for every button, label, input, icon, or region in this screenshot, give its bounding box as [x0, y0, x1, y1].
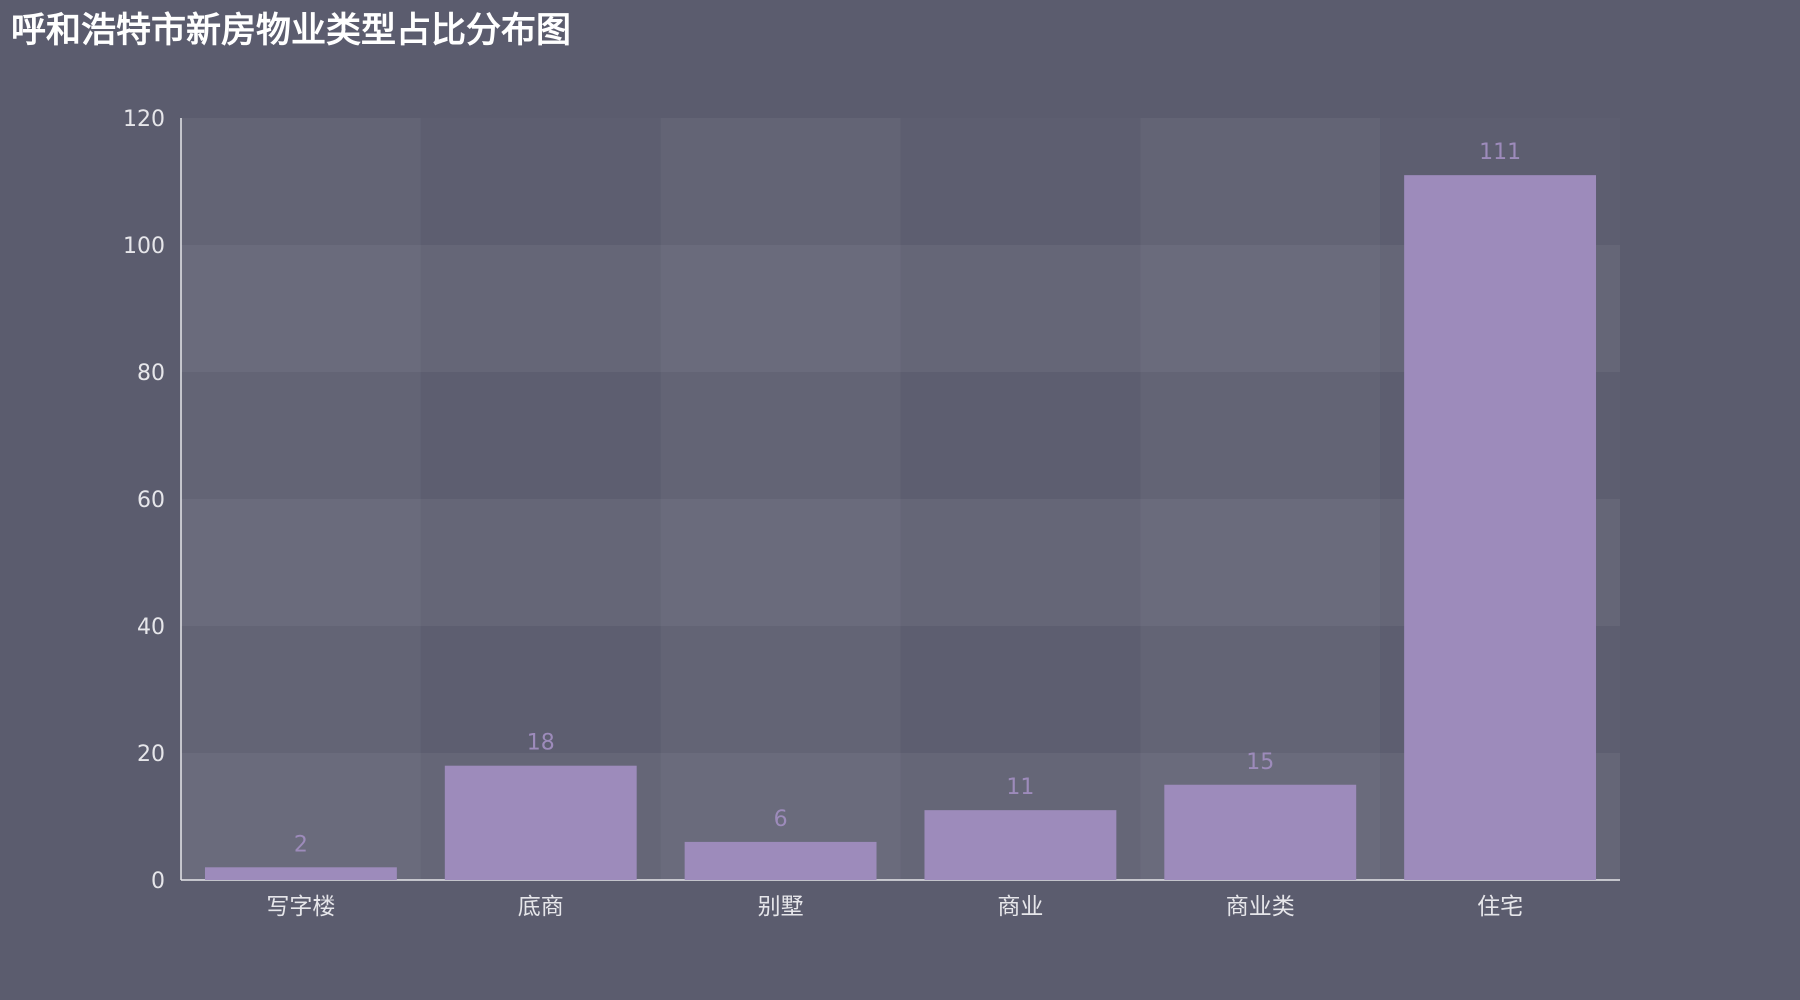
split-area-column [1140, 118, 1381, 880]
x-tick-label: 商业类 [1226, 894, 1295, 920]
y-tick-label: 80 [137, 361, 165, 386]
bar [924, 810, 1117, 880]
y-tick-label: 20 [137, 742, 165, 767]
split-area-column [420, 118, 661, 880]
data-label: 18 [527, 731, 555, 756]
split-area-column [660, 118, 901, 880]
data-label: 6 [774, 807, 788, 832]
bar [204, 867, 397, 880]
bar [684, 841, 877, 880]
x-tick-label: 住宅 [1477, 894, 1523, 920]
bar-layer [204, 175, 1597, 880]
x-tick-label: 写字楼 [266, 894, 335, 920]
y-tick-label: 0 [151, 869, 165, 894]
bar [1164, 784, 1357, 880]
chart-title: 呼和浩特市新房物业类型占比分布图 [11, 11, 572, 51]
y-tick-label: 40 [137, 615, 165, 640]
bar [1404, 175, 1597, 880]
split-area-row [181, 245, 1620, 372]
data-label: 111 [1479, 140, 1521, 165]
x-tick-label: 底商 [518, 894, 564, 920]
axis-layer: 0 20 40 60 80 100 120 [123, 107, 1620, 894]
split-area-row [181, 753, 1620, 880]
y-tick-label: 120 [123, 107, 165, 132]
data-label: 11 [1006, 775, 1034, 800]
bar [444, 765, 637, 880]
split-area-column [900, 118, 1141, 880]
y-tick-label: 100 [123, 234, 165, 259]
split-area-layer [181, 118, 1620, 880]
label-layer: 2 写字楼 18 底商 6 别墅 11 商业 15 商业类 111 住宅 [266, 140, 1523, 920]
data-label: 15 [1246, 750, 1274, 775]
data-label: 2 [294, 832, 308, 857]
split-area-row [181, 499, 1620, 626]
split-area-column [181, 118, 421, 880]
y-tick-label: 60 [137, 488, 165, 513]
x-tick-label: 别墅 [758, 894, 804, 920]
x-tick-label: 商业 [997, 894, 1043, 920]
